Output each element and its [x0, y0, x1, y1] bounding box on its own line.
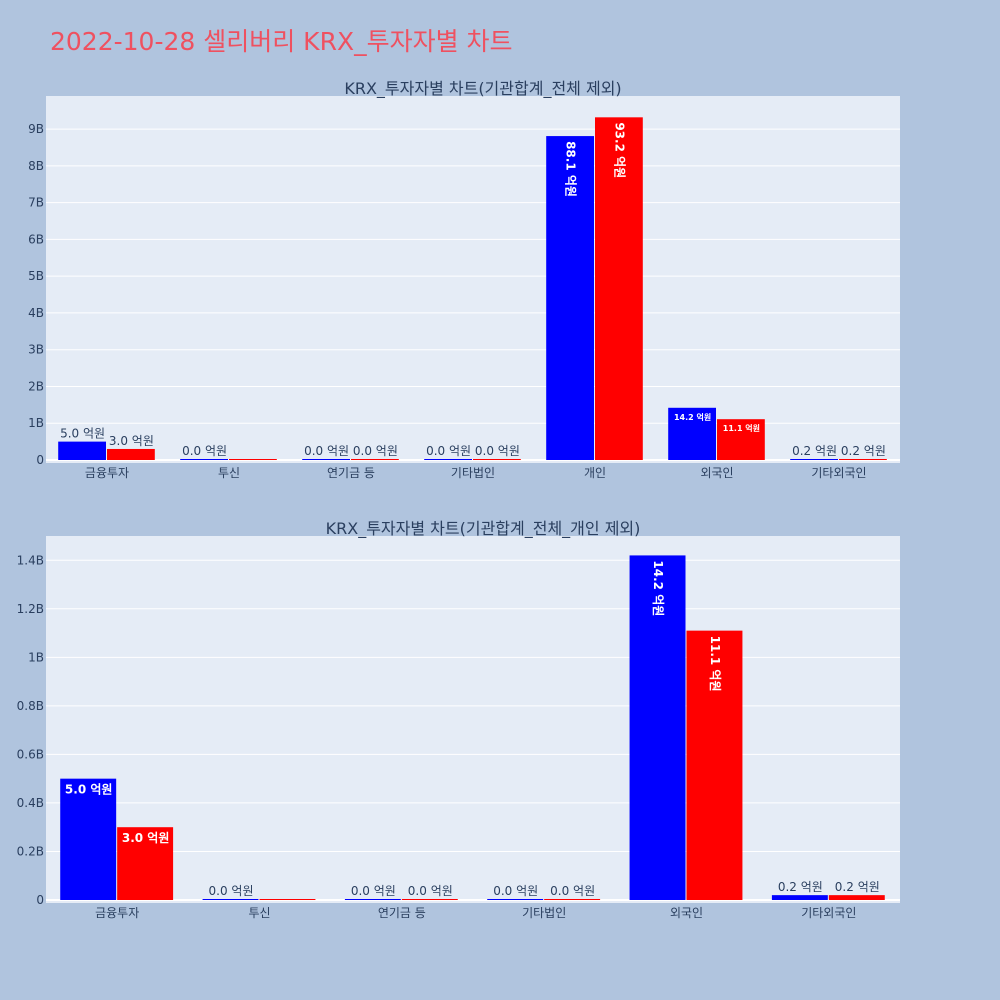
x-tick-label: 기타법인 — [451, 466, 495, 480]
bar — [686, 630, 743, 900]
y-tick-label: 8B — [28, 159, 44, 173]
x-tick-label: 연기금 등 — [327, 466, 375, 480]
data-label: 0.0 억원 — [351, 884, 396, 898]
bar — [668, 407, 716, 460]
bar — [717, 419, 765, 460]
bar — [771, 895, 828, 900]
data-label: 0.0 억원 — [353, 444, 398, 458]
data-label: 88.1 억원 — [564, 141, 578, 197]
data-label: 0.0 억원 — [550, 884, 595, 898]
data-label: 93.2 억원 — [612, 122, 626, 178]
data-label: 0.0 억원 — [182, 444, 227, 458]
data-label: 0.2 억원 — [841, 444, 886, 458]
bar — [60, 778, 117, 900]
x-tick-label: 연기금 등 — [378, 906, 426, 920]
bar — [828, 895, 885, 900]
data-label: 0.0 억원 — [408, 884, 453, 898]
data-label: 3.0 억원 — [109, 434, 154, 448]
chart-top: KRX_투자자별 차트(기관합계_전체 제외) 0 1B 2B 3B 4B 5B 6B 7B 8B… — [28, 79, 900, 480]
data-label: 0.0 억원 — [209, 884, 254, 898]
data-label: 0.0 억원 — [475, 444, 520, 458]
data-label: 0.2 억원 — [792, 444, 837, 458]
data-label: 14.2 억원 — [651, 560, 665, 616]
x-tick-label: 투신 — [248, 906, 270, 920]
data-label: 0.2 억원 — [835, 880, 880, 894]
chart-title: KRX_투자자별 차트(기관합계_전체_개인 제외) — [326, 519, 641, 539]
bar — [401, 899, 458, 900]
bar — [117, 827, 174, 900]
y-tick-label: 1.2B — [17, 602, 44, 616]
data-label: 0.0 억원 — [493, 884, 538, 898]
y-tick-label: 7B — [28, 196, 44, 210]
bar — [107, 448, 155, 460]
x-tick-label: 개인 — [584, 466, 606, 480]
bar — [344, 899, 401, 900]
bar — [202, 899, 259, 900]
bar — [229, 459, 277, 460]
data-label: 14.2 억원 — [674, 412, 711, 422]
x-tick-label: 기타법인 — [522, 906, 566, 920]
x-tick-label: 외국인 — [670, 906, 703, 920]
plot-area — [46, 536, 900, 903]
bar — [180, 459, 228, 460]
bar — [424, 459, 472, 460]
y-tick-label: 1B — [28, 416, 44, 430]
y-tick-label: 0.2B — [17, 844, 44, 858]
page-title: 2022-10-28 셀리버리 KRX_투자자별 차트 — [50, 27, 513, 56]
y-tick-label: 6B — [28, 232, 44, 246]
chart-bottom: KRX_투자자별 차트(기관합계_전체_개인 제외) 0 0.2B 0.4B 0.6B 0… — [17, 519, 900, 920]
y-tick-label: 4B — [28, 306, 44, 320]
data-label: 0.0 억원 — [426, 444, 471, 458]
y-tick-label: 0.8B — [17, 699, 44, 713]
bar — [839, 459, 887, 460]
x-tick-label: 금융투자 — [85, 466, 129, 480]
y-tick-label: 0 — [36, 893, 44, 907]
bar — [595, 117, 643, 460]
x-tick-label: 외국인 — [700, 466, 733, 480]
y-tick-label: 2B — [28, 379, 44, 393]
bar — [302, 459, 350, 460]
bar — [259, 899, 316, 900]
chart-title: KRX_투자자별 차트(기관합계_전체 제외) — [344, 79, 621, 99]
bar — [790, 459, 838, 460]
y-tick-label: 5B — [28, 269, 44, 283]
y-tick-label: 0.6B — [17, 747, 44, 761]
y-tick-label: 0.4B — [17, 796, 44, 810]
data-label: 0.0 억원 — [304, 444, 349, 458]
plot-area — [46, 96, 900, 463]
data-label: 5.0 억원 — [65, 783, 113, 797]
bar — [473, 459, 521, 460]
data-label: 3.0 억원 — [122, 831, 170, 845]
data-label: 11.1 억원 — [708, 636, 722, 692]
y-tick-label: 9B — [28, 122, 44, 136]
x-tick-label: 투신 — [218, 466, 240, 480]
x-tick-label: 금융투자 — [95, 906, 139, 920]
bar — [487, 899, 544, 900]
y-tick-label: 0 — [36, 453, 44, 467]
data-label: 5.0 억원 — [60, 427, 105, 441]
bar — [544, 899, 601, 900]
data-label: 11.1 억원 — [723, 423, 760, 433]
x-tick-label: 기타외국인 — [801, 906, 856, 920]
data-label: 0.2 억원 — [778, 880, 823, 894]
x-tick-label: 기타외국인 — [811, 466, 866, 480]
y-tick-label: 1.4B — [17, 553, 44, 567]
y-tick-label: 1B — [28, 650, 44, 664]
bar — [546, 136, 594, 460]
y-tick-label: 3B — [28, 343, 44, 357]
bar — [351, 459, 399, 460]
bar — [58, 441, 106, 460]
bar — [629, 555, 686, 900]
